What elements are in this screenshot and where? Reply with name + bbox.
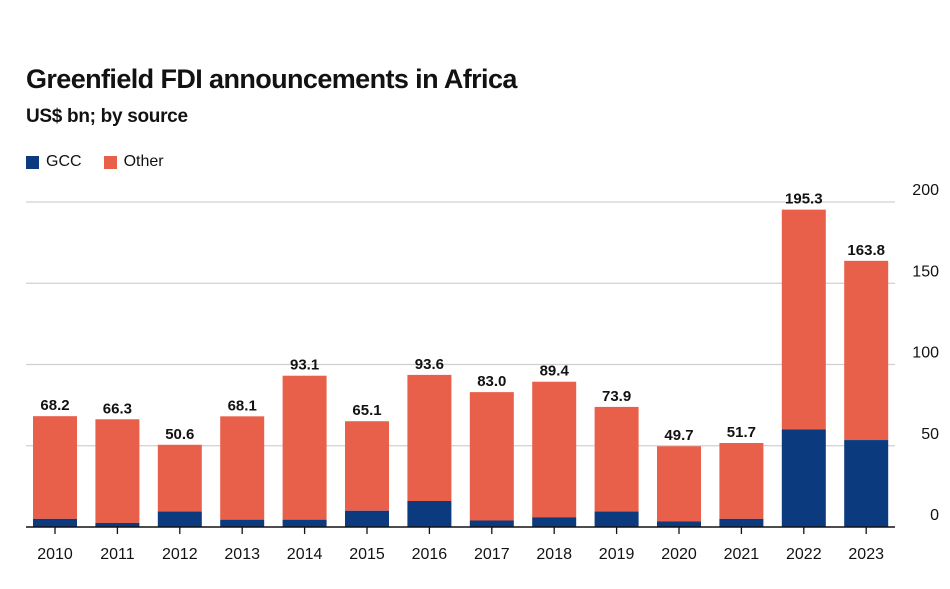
- bar-gcc-2017: [469, 520, 514, 527]
- legend-swatch-gcc: [26, 155, 39, 169]
- bar-other-2021: [719, 442, 764, 519]
- y-tick-label-150: 150: [912, 263, 939, 280]
- x-tick-label-2011: 2011: [100, 546, 135, 563]
- x-tick-label-2016: 2016: [412, 546, 448, 563]
- gridlines: [26, 201, 895, 447]
- bar-gcc-2021: [719, 518, 764, 527]
- y-tick-label-50: 50: [921, 426, 939, 443]
- bar-other-2018: [532, 381, 577, 518]
- x-tick-label-2021: 2021: [724, 546, 760, 563]
- bar-gcc-2020: [657, 521, 701, 527]
- legend-item-gcc: GCC: [26, 153, 82, 171]
- x-tick-label-2019: 2019: [599, 546, 635, 563]
- bar-other-2010: [33, 416, 77, 519]
- bar-gcc-2016: [407, 501, 452, 527]
- bar-total-label-2010: 68.2: [40, 397, 69, 414]
- legend-item-other: Other: [103, 153, 164, 171]
- legend-swatch-other: [103, 155, 117, 169]
- bar-other-2017: [469, 392, 514, 521]
- bar-total-label-2017: 83.0: [477, 373, 506, 390]
- bar-other-2022: [781, 209, 826, 430]
- x-tick-label-2020: 2020: [661, 546, 697, 563]
- bar-total-label-2012: 50.6: [165, 426, 194, 443]
- bar-gcc-2012: [157, 511, 202, 527]
- bar-gcc-2023: [844, 440, 889, 527]
- y-tick-label-100: 100: [912, 345, 939, 362]
- bar-other-2023: [844, 260, 889, 441]
- bar-labels: 68.2 66.3 50.6 68.1 93.1 65.1 93.6 83.0 89.4 73.9…: [40, 191, 885, 445]
- y-axis-ticks: 0 50 100 150 200: [912, 182, 939, 524]
- bar-total-label-2014: 93.1: [290, 357, 319, 374]
- bar-gcc-2019: [594, 511, 639, 527]
- y-tick-label-0: 0: [930, 507, 939, 524]
- chart-subtitle: US$ bn; by source: [26, 106, 188, 127]
- bar-gcc-2013: [220, 519, 265, 527]
- bar-total-label-2013: 68.1: [228, 397, 257, 414]
- bar-other-2011: [95, 419, 140, 523]
- bar-other-2013: [220, 416, 265, 520]
- legend: GCC Other: [26, 153, 186, 171]
- y-tick-label-200: 200: [912, 182, 939, 199]
- bar-total-label-2021: 51.7: [727, 424, 756, 441]
- bar-total-label-2020: 49.7: [664, 427, 693, 444]
- bar-total-label-2016: 93.6: [415, 356, 444, 373]
- bar-other-2014: [282, 375, 327, 520]
- bar-other-2019: [594, 406, 639, 512]
- x-tick-label-2023: 2023: [848, 546, 884, 563]
- bar-gcc-2018: [532, 517, 577, 527]
- legend-label-gcc: GCC: [46, 153, 82, 170]
- bar-total-label-2018: 89.4: [540, 363, 570, 380]
- bar-other-2016: [407, 374, 452, 501]
- bar-gcc-2011: [95, 522, 140, 527]
- chart-title: Greenfield FDI announcements in Africa: [26, 64, 517, 94]
- bar-gcc-2015: [345, 510, 389, 527]
- x-tick-label-2018: 2018: [536, 546, 572, 563]
- x-tick-label-2014: 2014: [287, 546, 323, 563]
- bar-gcc-2010: [33, 518, 77, 527]
- bar-total-label-2011: 66.3: [103, 400, 132, 417]
- x-tick-label-2013: 2013: [224, 546, 260, 563]
- bar-gcc-2022: [781, 429, 826, 527]
- bar-total-label-2019: 73.9: [602, 388, 631, 405]
- bars: [33, 209, 889, 527]
- bar-total-label-2023: 163.8: [847, 242, 885, 259]
- x-tick-label-2010: 2010: [37, 546, 73, 563]
- legend-label-other: Other: [123, 153, 164, 170]
- bar-gcc-2014: [282, 519, 327, 527]
- bar-total-label-2015: 65.1: [352, 402, 381, 419]
- x-tick-label-2022: 2022: [786, 546, 822, 563]
- bar-other-2012: [157, 444, 202, 512]
- x-tick-label-2015: 2015: [349, 546, 385, 563]
- bar-other-2020: [657, 446, 701, 522]
- x-axis-ticks: 2010 2011 2012 2013 2014 2015 2016 2017 2018 2019…: [37, 527, 884, 563]
- x-tick-label-2012: 2012: [162, 546, 198, 563]
- bar-total-label-2022: 195.3: [785, 191, 823, 208]
- x-tick-label-2017: 2017: [474, 546, 510, 563]
- bar-other-2015: [345, 421, 389, 511]
